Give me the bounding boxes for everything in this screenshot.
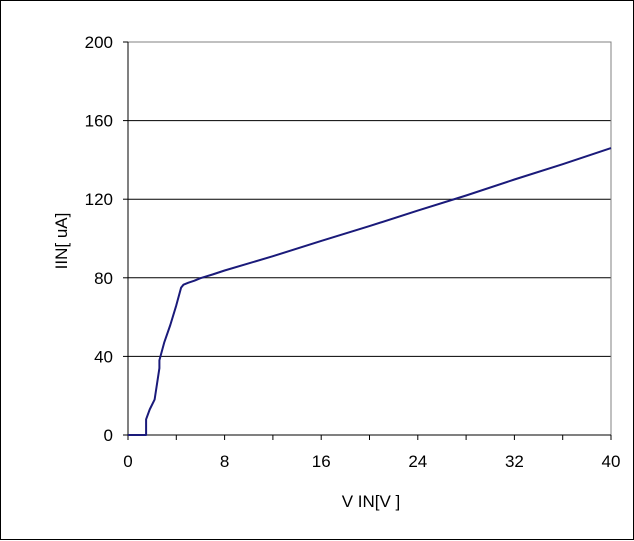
x-tick-label: 8: [220, 452, 229, 471]
y-tick-label: 80: [94, 269, 113, 288]
x-axis-label: V IN[V ]: [342, 492, 401, 511]
tick-labels: 0 40 80 120 160 200 0 8 16 24 32 40: [85, 33, 621, 471]
x-tick-label: 24: [408, 452, 427, 471]
y-tick-label: 160: [85, 112, 113, 131]
gridlines: [128, 120, 611, 357]
axes: [127, 41, 612, 436]
y-tick-label: 40: [94, 347, 113, 366]
x-tick-label: 16: [312, 452, 331, 471]
y-tick-label: 120: [85, 190, 113, 209]
series-group: [128, 147, 612, 436]
y-tick-label: 200: [85, 33, 113, 52]
y-tick-label: 0: [104, 426, 113, 445]
tick-marks: [123, 41, 612, 440]
x-tick-label: 0: [123, 452, 132, 471]
x-tick-label: 40: [602, 452, 621, 471]
y-axis-label: IIN[ uA]: [52, 213, 71, 270]
plot-area-border: [127, 41, 612, 436]
series-line: [128, 147, 612, 436]
x-tick-label: 32: [505, 452, 524, 471]
